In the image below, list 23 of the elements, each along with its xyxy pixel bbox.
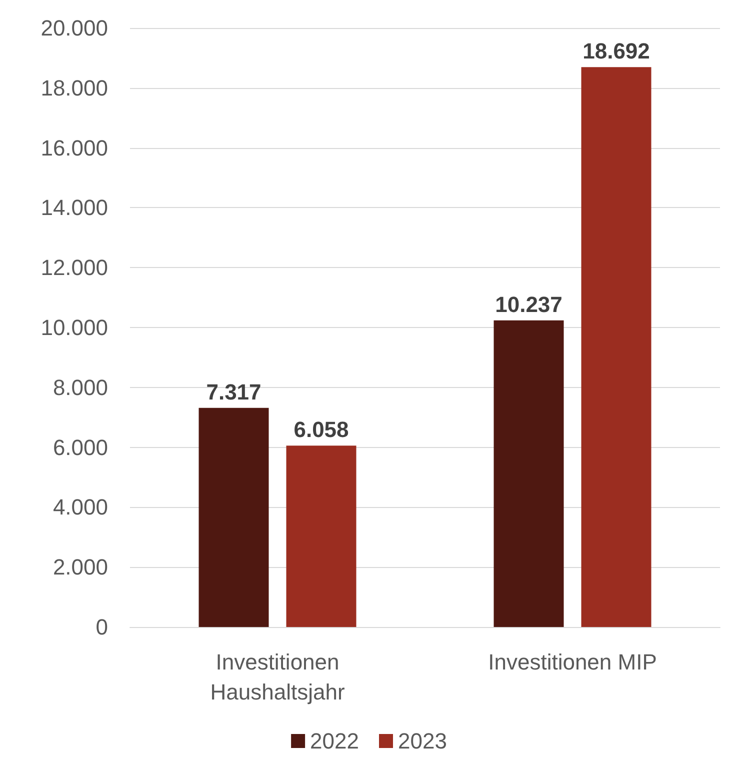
bar: [494, 320, 564, 627]
y-tick-label: 10.000: [40, 315, 108, 340]
y-tick-label: 18.000: [40, 75, 108, 100]
y-tick-label: 12.000: [40, 255, 108, 280]
legend-label: 2022: [310, 728, 360, 754]
bar: [198, 408, 269, 627]
y-tick-label: 8.000: [52, 374, 108, 400]
x-tick-label: Investitionen Haushaltsjahr: [210, 650, 345, 704]
y-tick-label: 0: [96, 614, 108, 640]
y-tick-label: 16.000: [40, 135, 108, 160]
y-tick-label: 20.000: [40, 16, 108, 40]
bar: [581, 67, 652, 627]
bar: [286, 446, 356, 627]
data-label: 18.692: [582, 38, 650, 64]
x-tick-label: Investitionen MIP: [488, 650, 657, 674]
y-tick-label: 2.000: [52, 554, 108, 580]
y-tick-label: 6.000: [52, 434, 108, 460]
y-tick-label: 4.000: [52, 494, 108, 520]
data-label: 6.058: [294, 417, 349, 442]
y-tick-label: 14.000: [40, 195, 108, 220]
data-label: 10.237: [495, 292, 562, 317]
data-label: 7.317: [206, 379, 262, 404]
legend-label: 2023: [398, 728, 447, 754]
